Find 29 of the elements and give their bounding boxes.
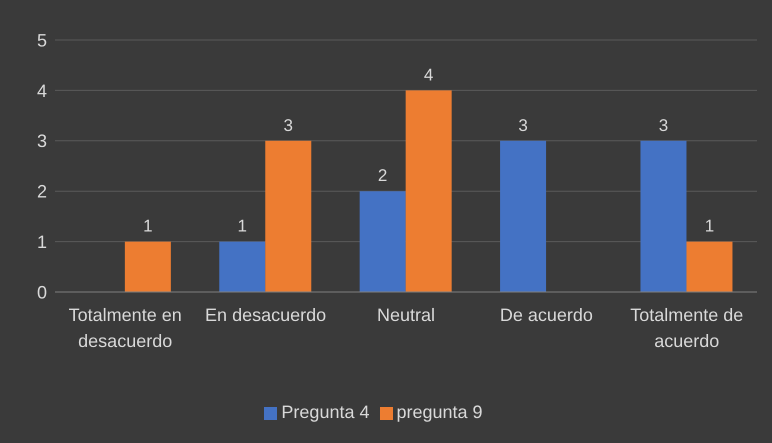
x-tick-label: Totalmente en desacuerdo [68, 304, 182, 351]
data-label: 3 [284, 116, 293, 135]
data-label: 3 [658, 116, 668, 135]
data-label: 2 [378, 166, 388, 186]
x-tick-label: De acuerdo [500, 304, 593, 325]
y-tick-label: 3 [36, 131, 47, 152]
bar [265, 140, 312, 292]
y-tick-label: 5 [36, 30, 47, 50]
bar [124, 242, 171, 292]
x-tick-label: En desacuerdo [205, 304, 326, 325]
y-tick-label: 2 [36, 182, 47, 202]
bar [360, 191, 406, 292]
data-label: 1 [238, 216, 247, 236]
bar [686, 242, 732, 292]
data-label: 1 [143, 216, 153, 236]
bar [640, 140, 686, 292]
x-tick-label: Totalmente de acuerdo [630, 304, 744, 351]
bar [500, 140, 546, 292]
data-label: 1 [704, 216, 714, 236]
y-tick-label: 1 [36, 232, 47, 252]
y-tick-label: 4 [36, 80, 47, 101]
legend-label: pregunta 9 [396, 402, 483, 422]
data-label: 4 [424, 65, 434, 84]
bar [406, 90, 452, 292]
legend-label: Pregunta 4 [281, 402, 370, 422]
bar [219, 242, 266, 292]
data-label: 3 [518, 116, 528, 135]
y-tick-label: 0 [36, 282, 47, 302]
x-tick-label: Neutral [376, 304, 436, 325]
